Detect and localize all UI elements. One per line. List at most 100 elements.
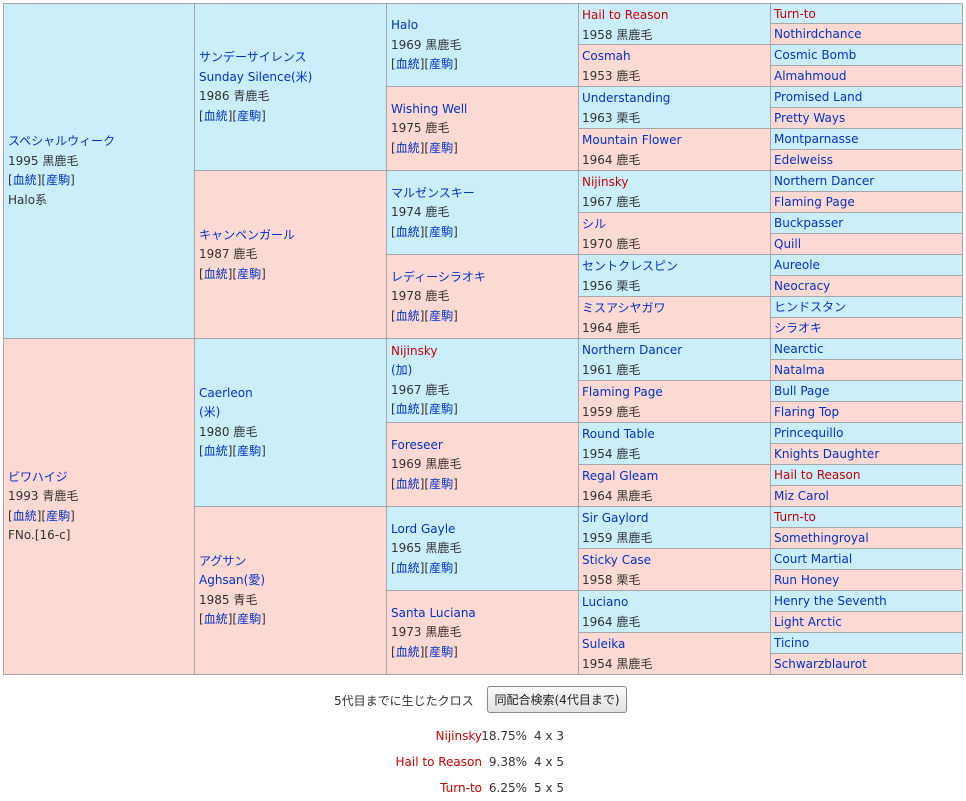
horse-name[interactable]: Santa Luciana [391, 605, 476, 620]
horse-name[interactable]: Foreseer [391, 437, 443, 452]
horse-name[interactable]: Quill [774, 237, 802, 251]
horse-name[interactable]: Somethingroyal [774, 531, 869, 545]
horse-name[interactable]: ビワハイジ [8, 469, 68, 484]
horse-name[interactable]: Ticino [774, 636, 810, 650]
horse-name[interactable]: アグサン [199, 553, 247, 568]
horse-name[interactable]: Knights Daughter [774, 447, 880, 461]
cross-horse-name[interactable]: Nijinsky [435, 729, 482, 743]
pedigree-link[interactable]: 血統 [395, 560, 420, 575]
produce-link[interactable]: 産駒 [237, 444, 262, 458]
horse-name[interactable]: Light Arctic [774, 615, 842, 629]
horse-name[interactable]: Suleika [582, 637, 626, 651]
produce-link[interactable]: 産駒 [429, 56, 454, 71]
horse-name[interactable]: Almahmoud [774, 69, 847, 83]
horse-name[interactable]: サンデーサイレンス [199, 50, 307, 64]
horse-year-color: 1963 栗毛 [582, 110, 641, 125]
horse-name[interactable]: Miz Carol [774, 489, 829, 503]
horse-name[interactable]: Flaring Top [774, 405, 840, 419]
horse-name[interactable]: Sir Gaylord [582, 511, 649, 525]
horse-name[interactable]: Luciano [582, 595, 629, 609]
horse-name[interactable]: シラオキ [774, 321, 823, 335]
produce-link[interactable]: 産駒 [237, 612, 262, 626]
horse-name[interactable]: スペシャルウィーク [8, 134, 116, 148]
horse-name[interactable]: レディーシラオキ [391, 269, 486, 284]
horse-name[interactable]: Nijinsky [391, 343, 438, 358]
horse-name[interactable]: Bull Page [774, 384, 830, 398]
horse-name[interactable]: Northern Dancer [582, 343, 683, 357]
produce-link[interactable]: 産駒 [46, 173, 71, 187]
produce-link[interactable]: 産駒 [46, 508, 71, 523]
pedigree-link[interactable]: 血統 [203, 266, 228, 281]
produce-link[interactable]: 産駒 [429, 224, 454, 239]
horse-name[interactable]: Princequillo [774, 426, 844, 440]
horse-name[interactable]: Flaming Page [774, 195, 855, 209]
horse-name[interactable]: Turn-to [774, 510, 816, 524]
produce-link[interactable]: 産駒 [237, 108, 262, 123]
horse-name[interactable]: Caerleon [199, 385, 253, 400]
horse-name[interactable]: ヒンドスタン [774, 300, 847, 314]
horse-name[interactable]: Cosmah [582, 49, 631, 63]
horse-name[interactable]: Lord Gayle [391, 521, 456, 536]
horse-name[interactable]: Flaming Page [582, 385, 663, 399]
horse-name[interactable]: Hail to Reason [582, 8, 669, 22]
produce-link[interactable]: 産駒 [429, 308, 454, 323]
pedigree-link[interactable]: 血統 [395, 308, 420, 323]
horse-name[interactable]: Aureole [774, 258, 820, 272]
horse-name[interactable]: Regal Gleam [582, 469, 659, 483]
pedigree-link[interactable]: 血統 [395, 644, 420, 659]
horse-name[interactable]: Northern Dancer [774, 174, 875, 188]
pedigree-link[interactable]: 血統 [395, 224, 420, 239]
pedigree-link[interactable]: 血統 [395, 140, 420, 155]
horse-alt-name[interactable]: (加) [391, 363, 413, 377]
horse-name[interactable]: Sticky Case [582, 553, 652, 567]
pedigree-link[interactable]: 血統 [395, 476, 420, 491]
horse-name[interactable]: Hail to Reason [774, 468, 861, 482]
horse-name[interactable]: Run Honey [774, 573, 840, 587]
horse-name[interactable]: Wishing Well [391, 101, 468, 116]
same-mating-search-button[interactable]: 同配合検索(4代目まで) [487, 686, 627, 713]
horse-name[interactable]: Buckpasser [774, 216, 844, 230]
produce-link[interactable]: 産駒 [429, 402, 454, 416]
horse-name[interactable]: Nijinsky [582, 175, 629, 189]
horse-name[interactable]: Court Martial [774, 552, 853, 566]
horse-name[interactable]: Schwarzblaurot [774, 657, 867, 671]
horse-name[interactable]: Promised Land [774, 90, 863, 104]
horse-alt-name[interactable]: (米) [199, 405, 221, 419]
horse-name[interactable]: セントクレスピン [582, 259, 679, 273]
produce-link[interactable]: 産駒 [429, 476, 454, 491]
horse-alt-name[interactable]: Sunday Silence(米) [199, 69, 313, 84]
horse-name[interactable]: Edelweiss [774, 153, 833, 167]
pedigree-link[interactable]: 血統 [12, 508, 37, 523]
horse-name[interactable]: Henry the Seventh [774, 594, 887, 608]
cross-horse-name[interactable]: Turn-to [440, 781, 482, 795]
produce-link[interactable]: 産駒 [429, 140, 454, 155]
pedigree-link[interactable]: 血統 [203, 108, 228, 123]
horse-name[interactable]: ミスアシヤガワ [582, 301, 666, 315]
horse-name[interactable]: Round Table [582, 427, 655, 441]
horse-name[interactable]: Neocracy [774, 279, 831, 293]
horse-name[interactable]: Nearctic [774, 342, 824, 356]
produce-link[interactable]: 産駒 [237, 266, 262, 281]
horse-name[interactable]: Natalma [774, 363, 825, 377]
horse-alt-name[interactable]: Aghsan(愛) [199, 573, 266, 587]
horse-name[interactable]: Mountain Flower [582, 133, 682, 147]
horse-name[interactable]: Nothirdchance [774, 27, 862, 41]
horse-name[interactable]: Pretty Ways [774, 111, 846, 125]
pedigree-link[interactable]: 血統 [12, 173, 37, 187]
horse-name[interactable]: キャンペンガール [199, 227, 296, 242]
pedigree-cell-gen5: Light Arctic [771, 612, 963, 633]
horse-name[interactable]: Halo [391, 17, 419, 32]
pedigree-link[interactable]: 血統 [203, 612, 228, 626]
horse-name[interactable]: Cosmic Bomb [774, 48, 857, 62]
pedigree-link[interactable]: 血統 [395, 402, 420, 416]
produce-link[interactable]: 産駒 [429, 644, 454, 659]
cross-horse-name[interactable]: Hail to Reason [395, 755, 482, 769]
horse-name[interactable]: Understanding [582, 91, 671, 105]
horse-name[interactable]: シル [582, 217, 607, 231]
horse-name[interactable]: Turn-to [774, 7, 816, 21]
pedigree-link[interactable]: 血統 [395, 56, 420, 71]
horse-name[interactable]: マルゼンスキー [391, 185, 475, 200]
produce-link[interactable]: 産駒 [429, 560, 454, 575]
horse-name[interactable]: Montparnasse [774, 132, 859, 146]
pedigree-link[interactable]: 血統 [203, 444, 228, 458]
